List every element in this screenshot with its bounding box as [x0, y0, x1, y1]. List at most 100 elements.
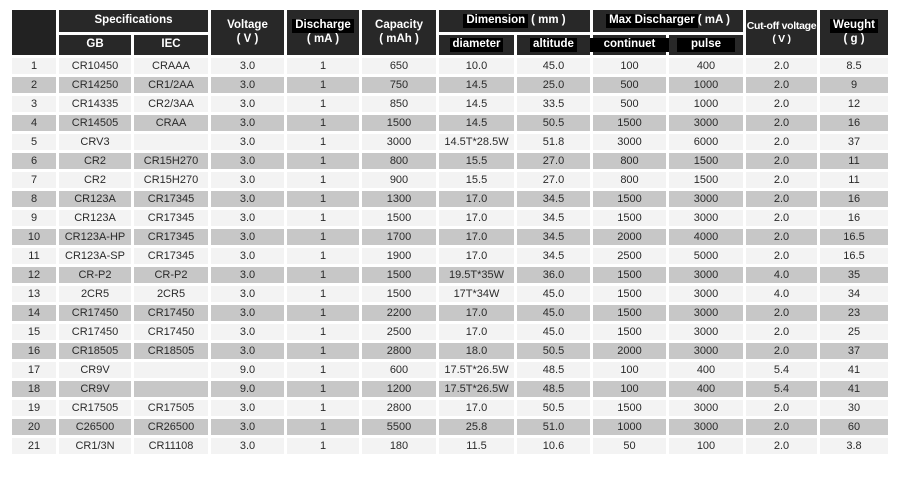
- table-cell: 50.5: [517, 343, 590, 359]
- table-cell: 34.5: [517, 191, 590, 207]
- table-cell: 1500: [593, 305, 666, 321]
- voltage-column-header: Voltage ( V ): [211, 10, 284, 55]
- table-cell: 3.0: [211, 248, 284, 264]
- table-cell: 1: [287, 77, 359, 93]
- table-cell: 3000: [669, 400, 743, 416]
- dimension-unit: ( mm ): [531, 14, 566, 27]
- table-cell: 1500: [362, 210, 436, 226]
- table-cell: 23: [820, 305, 888, 321]
- table-cell: 2.0: [746, 400, 817, 416]
- table-cell: 19.5T*35W: [439, 267, 514, 283]
- table-cell: 17.5T*26.5W: [439, 362, 514, 378]
- table-cell: 3.0: [211, 77, 284, 93]
- table-cell: 1500: [669, 172, 743, 188]
- table-cell: 800: [593, 172, 666, 188]
- diameter-column-header: diameter: [439, 35, 514, 55]
- table-cell: 1500: [362, 115, 436, 131]
- table-cell: 1: [287, 362, 359, 378]
- table-cell: 1: [287, 419, 359, 435]
- gb-label: GB: [86, 38, 104, 51]
- discharge-label: Discharge: [292, 18, 354, 33]
- table-cell: 1500: [593, 191, 666, 207]
- table-cell: 17.0: [439, 400, 514, 416]
- table-cell: 1: [287, 381, 359, 397]
- table-cell: 34.5: [517, 229, 590, 245]
- table-cell: 51.8: [517, 134, 590, 150]
- table-cell: 3.0: [211, 58, 284, 74]
- table-cell: 17.0: [439, 210, 514, 226]
- table-cell: 51.0: [517, 419, 590, 435]
- table-cell: CR17345: [134, 229, 208, 245]
- row-number-cell: 17: [12, 362, 56, 378]
- table-cell: 25.0: [517, 77, 590, 93]
- table-cell: 3000: [669, 419, 743, 435]
- table-cell: 14.5: [439, 77, 514, 93]
- table-cell: 45.0: [517, 324, 590, 340]
- table-cell: 17T*34W: [439, 286, 514, 302]
- table-cell: 16: [820, 191, 888, 207]
- table-cell: 3000: [362, 134, 436, 150]
- table-cell: 1: [287, 58, 359, 74]
- table-cell: 3000: [669, 324, 743, 340]
- cutoff-voltage-column-header: Cut-off voltage ( V ): [746, 10, 817, 55]
- table-cell: 9.0: [211, 381, 284, 397]
- table-cell: CR1/3N: [59, 438, 131, 454]
- table-cell: 3.0: [211, 191, 284, 207]
- continuet-column-header: continuet: [589, 35, 670, 55]
- table-cell: 3.0: [211, 172, 284, 188]
- table-cell: 2.0: [746, 438, 817, 454]
- table-cell: C26500: [59, 419, 131, 435]
- table-cell: 16: [820, 210, 888, 226]
- capacity-unit: ( mAh ): [379, 32, 419, 45]
- table-cell: CR2: [59, 153, 131, 169]
- table-cell: 2800: [362, 400, 436, 416]
- table-cell: 2000: [593, 343, 666, 359]
- table-cell: 5000: [669, 248, 743, 264]
- table-cell: 35: [820, 267, 888, 283]
- table-cell: 4.0: [746, 267, 817, 283]
- table-cell: 2.0: [746, 134, 817, 150]
- dimension-header: Dimension ( mm ): [439, 10, 590, 32]
- table-cell: 34: [820, 286, 888, 302]
- table-cell: CR123A-SP: [59, 248, 131, 264]
- table-cell: 3.0: [211, 210, 284, 226]
- table-cell: 2.0: [746, 172, 817, 188]
- table-cell: 2.0: [746, 248, 817, 264]
- table-cell: 9: [820, 77, 888, 93]
- table-cell: 1: [287, 248, 359, 264]
- weight-label: Weught: [830, 18, 878, 33]
- table-cell: 1500: [593, 210, 666, 226]
- altitude-column-header: altitude: [517, 35, 590, 55]
- discharge-unit: ( mA ): [306, 32, 340, 45]
- table-cell: CR15H270: [134, 153, 208, 169]
- table-cell: 1: [287, 229, 359, 245]
- table-cell: 500: [593, 96, 666, 112]
- dimension-label: Dimension: [463, 14, 529, 28]
- table-cell: 1: [287, 191, 359, 207]
- table-cell: 1500: [362, 286, 436, 302]
- table-cell: 1: [287, 115, 359, 131]
- table-cell: 400: [669, 58, 743, 74]
- table-cell: 1900: [362, 248, 436, 264]
- table-cell: 3.0: [211, 115, 284, 131]
- table-cell: 2.0: [746, 343, 817, 359]
- pulse-label: pulse: [676, 38, 736, 52]
- table-cell: 1: [287, 153, 359, 169]
- row-number-cell: 8: [12, 191, 56, 207]
- table-cell: 3000: [669, 267, 743, 283]
- table-cell: 1500: [593, 400, 666, 416]
- table-cell: 27.0: [517, 153, 590, 169]
- table-cell: CR17450: [134, 324, 208, 340]
- table-cell: 17.0: [439, 248, 514, 264]
- table-cell: 2500: [593, 248, 666, 264]
- table-cell: 2.0: [746, 305, 817, 321]
- altitude-label: altitude: [530, 38, 577, 52]
- row-number-cell: 21: [12, 438, 56, 454]
- table-cell: 3000: [593, 134, 666, 150]
- table-cell: 100: [593, 362, 666, 378]
- table-cell: 1000: [593, 419, 666, 435]
- table-cell: 8.5: [820, 58, 888, 74]
- table-cell: [134, 381, 208, 397]
- table-cell: 2CR5: [59, 286, 131, 302]
- table-cell: 17.0: [439, 305, 514, 321]
